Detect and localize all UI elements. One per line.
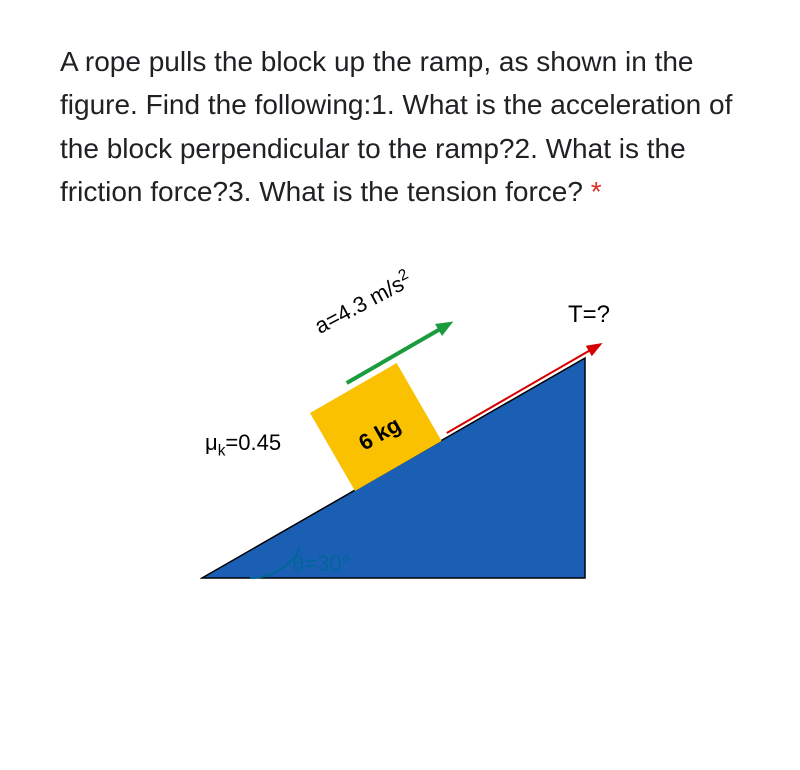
angle-label: θ=30°	[292, 551, 350, 577]
physics-diagram: 6 kg a=4.3 m/s2 T=? μk=0.45 θ=30°	[160, 254, 660, 594]
acceleration-label: a=4.3 m/s2	[310, 265, 416, 339]
friction-coefficient-label: μk=0.45	[205, 430, 281, 460]
required-asterisk: *	[591, 176, 602, 207]
mass-label: 6 kg	[354, 411, 405, 456]
question-body: A rope pulls the block up the ramp, as s…	[60, 46, 732, 207]
tension-label: T=?	[568, 301, 610, 329]
question-text: A rope pulls the block up the ramp, as s…	[60, 40, 740, 214]
